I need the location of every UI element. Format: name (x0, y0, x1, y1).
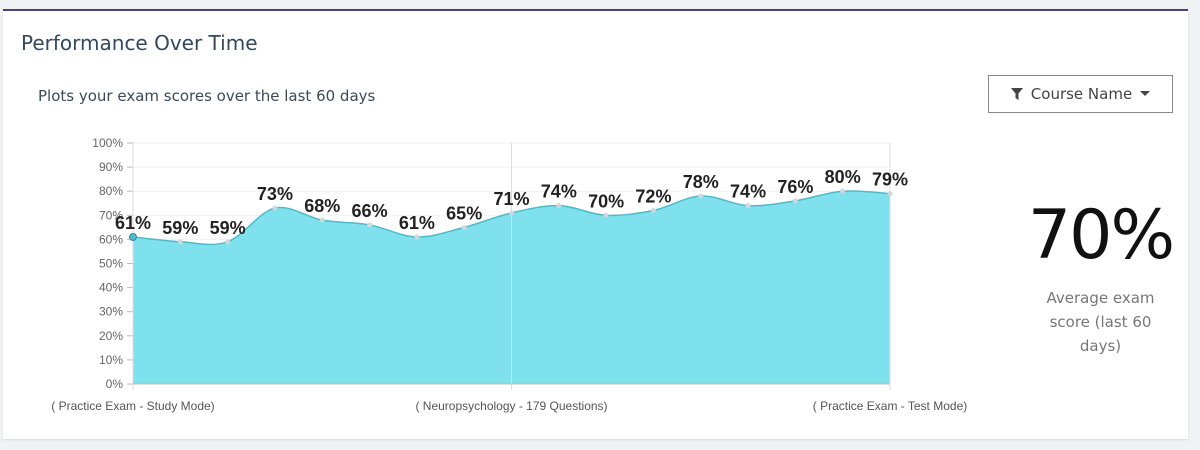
point (698, 193, 704, 199)
point (887, 191, 893, 197)
value-label: 78% (683, 172, 719, 192)
point (509, 210, 514, 216)
filter-label: Course Name (1030, 85, 1133, 103)
caret (1140, 91, 1151, 96)
value-label: 74% (541, 182, 577, 202)
point (129, 232, 137, 241)
value-label: 80% (825, 167, 861, 187)
y-tick-label: 0% (106, 377, 124, 391)
y-tick-label: 60% (99, 232, 123, 246)
subtitle: Plots your exam scores over the last 60 … (38, 87, 376, 105)
point (650, 207, 656, 213)
value-label: 76% (777, 177, 813, 197)
summary-value: 70% (1027, 196, 1175, 275)
point (177, 239, 183, 245)
value-label: 79% (872, 170, 908, 190)
summary-label: Average exam score (last 60 days) (1046, 289, 1155, 355)
point (225, 239, 231, 245)
x-tick-label: ( Practice Exam - Study Mode) (51, 399, 214, 413)
point (414, 234, 420, 240)
value-label: 73% (257, 184, 293, 204)
y-tick-label: 40% (99, 281, 123, 295)
y-tick-label: 70% (99, 208, 123, 222)
point (272, 205, 278, 211)
value-label: 59% (162, 218, 198, 238)
point (603, 212, 609, 218)
value-label: 74% (730, 182, 766, 202)
value-label: 59% (210, 218, 246, 238)
value-label: 61% (399, 213, 435, 233)
value-label: 66% (352, 201, 388, 221)
value-label: 65% (446, 203, 482, 223)
filter-button[interactable]: Course Name (988, 75, 1173, 113)
point (367, 222, 373, 228)
y-tick-label: 50% (99, 257, 123, 271)
y-tick-label: 100% (92, 136, 123, 150)
y-tick-label: 10% (99, 353, 123, 367)
y-tick-label: 80% (99, 184, 123, 198)
value-label: 61% (115, 213, 151, 233)
value-label: 70% (588, 191, 624, 211)
value-label: 72% (635, 186, 671, 206)
point (461, 224, 467, 230)
y-tick-label: 30% (99, 305, 123, 319)
value-label: 71% (493, 189, 529, 209)
x-tick-label: ( Practice Exam - Test Mode) (813, 399, 968, 413)
point (792, 198, 798, 204)
point (556, 203, 562, 209)
point (745, 203, 751, 209)
y-tick-label: 20% (99, 329, 123, 343)
point (840, 188, 846, 194)
x-tick-label: ( Neuropsychology - 179 Questions) (415, 399, 607, 413)
y-tick-label: 90% (99, 160, 123, 174)
card-title: Performance Over Time (21, 31, 258, 55)
filter-icon (1010, 88, 1023, 100)
point (319, 217, 325, 223)
chart: 0% 10% 20% 30% 40% 50% 60% 70% 80% 90% 100% ( Pract… (51, 136, 968, 413)
value-label: 68% (304, 196, 340, 216)
